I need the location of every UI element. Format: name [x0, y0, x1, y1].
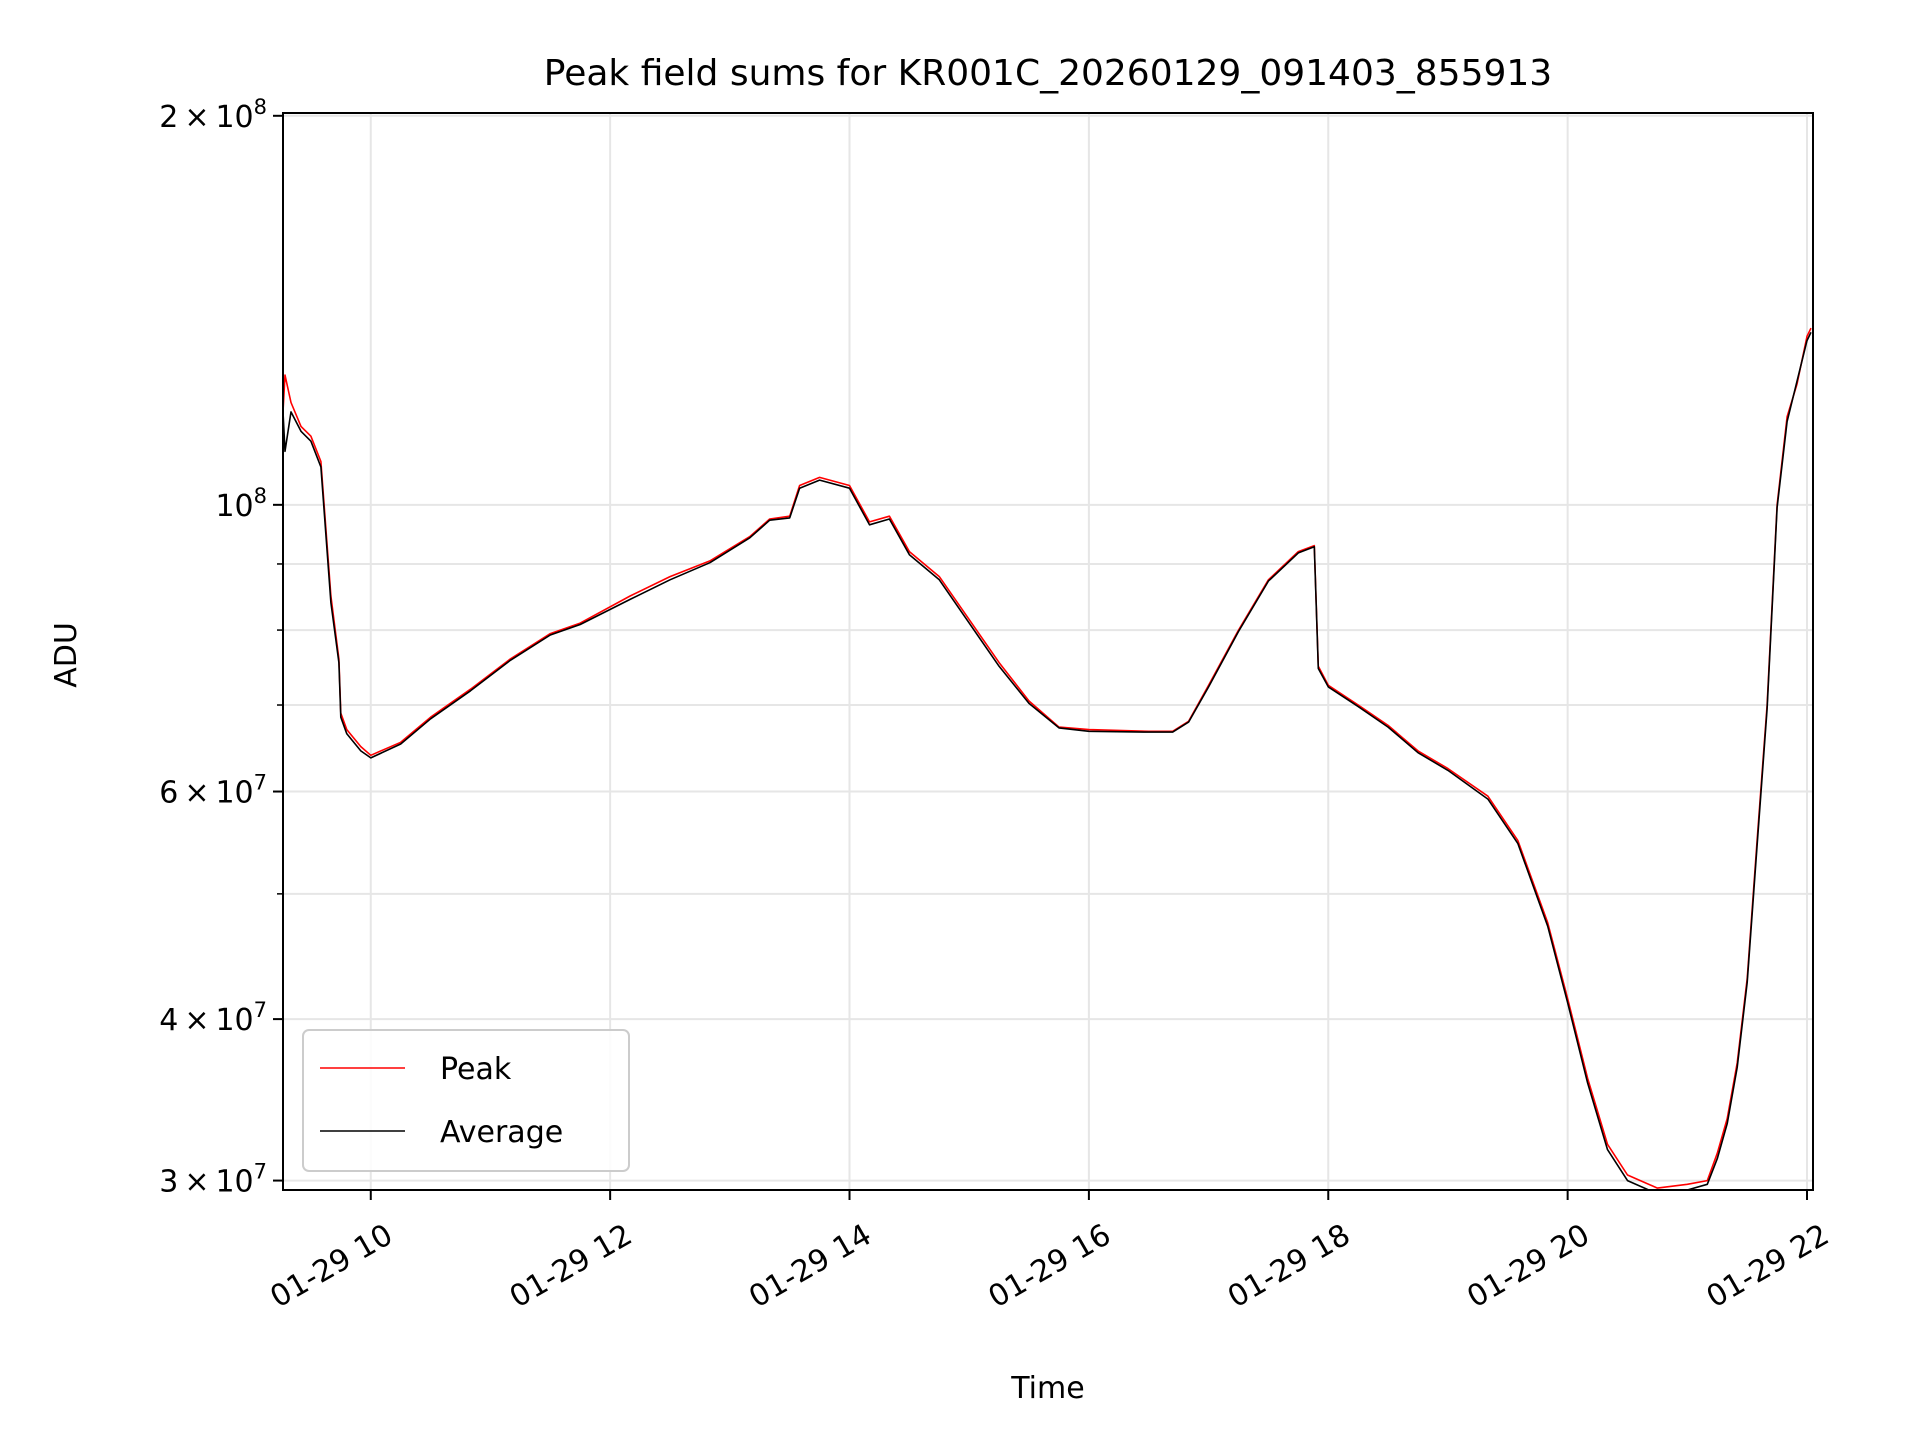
- chart-title: Peak field sums for KR001C_20260129_0914…: [544, 53, 1552, 94]
- series-line-peak: [283, 327, 1812, 1189]
- y-tick-label: 108: [215, 484, 267, 524]
- legend-label-peak: Peak: [440, 1052, 512, 1087]
- y-tick-label: 6 × 107: [159, 771, 267, 811]
- legend-box: [302, 1029, 630, 1172]
- y-axis-label: ADU: [49, 622, 84, 688]
- legend-label-average: Average: [440, 1115, 563, 1150]
- y-tick-label: 4 × 107: [159, 998, 267, 1038]
- series-line-average: [283, 331, 1812, 1190]
- x-axis-label: Time: [1010, 1371, 1084, 1406]
- grid: [283, 113, 1813, 1190]
- plot-series: [283, 327, 1812, 1190]
- plot-frame: [282, 112, 1814, 1191]
- legend: Peak Average: [302, 1029, 630, 1172]
- y-tick-label: 2 × 108: [159, 95, 267, 135]
- y-axis-ticks: 3 × 107 4 × 107 6 × 107 108 2 × 108: [159, 95, 283, 1200]
- y-tick-label: 3 × 107: [159, 1160, 267, 1200]
